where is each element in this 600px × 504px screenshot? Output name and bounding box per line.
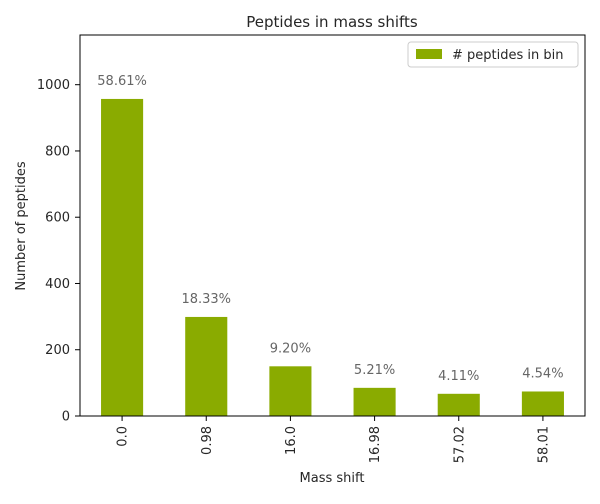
x-tick-label: 0.98 <box>200 426 215 455</box>
bar <box>269 366 312 416</box>
legend-box <box>407 41 579 68</box>
bar-annotation: 18.33% <box>181 292 231 307</box>
y-tick-label: 1000 <box>37 78 70 93</box>
chart-title: Peptides in mass shifts <box>246 13 418 31</box>
bar <box>521 391 564 416</box>
plot-frame <box>79 34 586 417</box>
bar-annotation: 9.20% <box>270 341 311 356</box>
bar-annotation: 4.11% <box>438 369 479 384</box>
y-axis-label: Number of peptides <box>14 161 29 290</box>
bar-annotation: 4.54% <box>522 366 563 381</box>
bar <box>353 387 396 416</box>
y-tick-label: 0 <box>62 410 70 425</box>
y-tick-label: 600 <box>45 211 70 226</box>
x-axis: 0.0 0.98 16.0 16.98 57.02 58.01 <box>116 416 551 463</box>
bar-annotation: 58.61% <box>97 74 147 89</box>
x-axis-label: Mass shift <box>300 471 365 486</box>
bar <box>101 98 144 416</box>
bar <box>437 393 480 416</box>
y-tick-label: 200 <box>45 343 70 358</box>
bar-annotations: 58.61% 18.33% 9.20% 5.21% 4.11% 4.54% <box>97 74 563 384</box>
x-tick-label: 16.98 <box>368 426 383 463</box>
x-tick-label: 57.02 <box>452 426 467 463</box>
x-tick-label: 0.0 <box>116 426 131 447</box>
y-tick-label: 800 <box>45 144 70 159</box>
legend-swatch <box>416 49 442 59</box>
bar <box>185 316 228 416</box>
x-tick-label: 16.0 <box>284 426 299 455</box>
y-axis: 0 200 400 600 800 1000 <box>37 78 80 425</box>
legend-label: # peptides in bin <box>452 48 563 63</box>
bar-series <box>101 98 564 416</box>
legend: # peptides in bin <box>407 41 579 68</box>
y-tick-label: 400 <box>45 277 70 292</box>
bar-annotation: 5.21% <box>354 363 395 378</box>
x-tick-label: 58.01 <box>536 426 551 463</box>
